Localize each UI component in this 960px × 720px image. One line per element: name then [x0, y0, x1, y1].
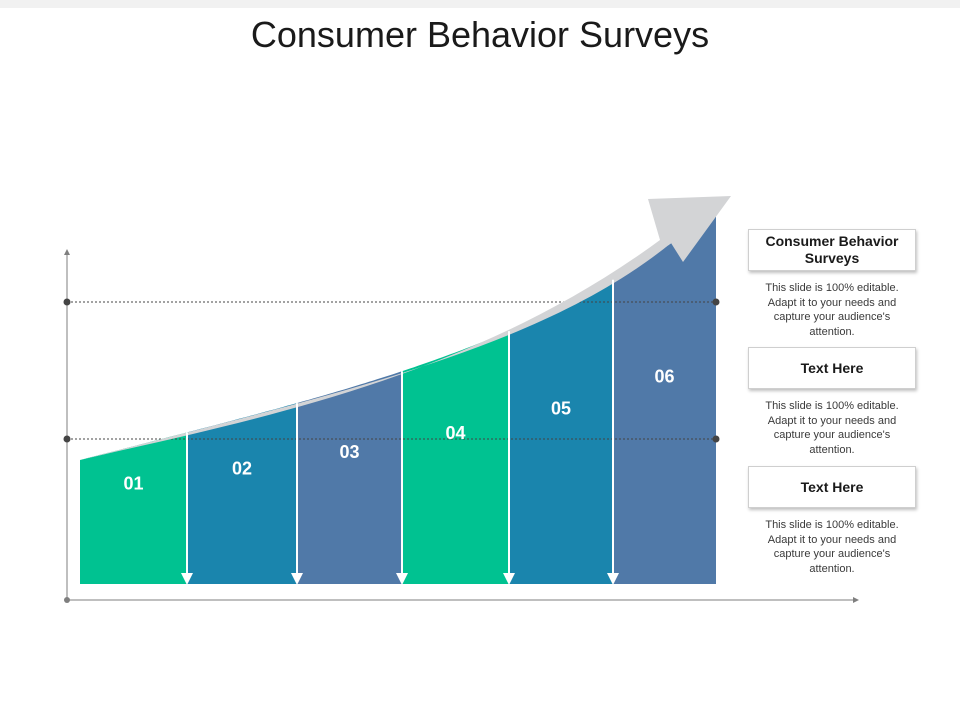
- segment-label-05: 05: [551, 399, 571, 419]
- segment-02: [187, 403, 297, 584]
- segment-05: [509, 279, 613, 584]
- segment-label-01: 01: [123, 474, 143, 494]
- info-text-3: This slide is 100% editable. Adapt it to…: [765, 519, 899, 575]
- info-box-2: Text Here: [748, 347, 916, 389]
- segment-label-06: 06: [654, 366, 674, 386]
- segment-06: [613, 210, 716, 584]
- segment-04: [402, 331, 509, 584]
- info-box-3: Text Here: [748, 466, 916, 508]
- info-box-1: Consumer Behavior Surveys: [748, 229, 916, 271]
- origin-dot: [64, 597, 70, 603]
- info-text-1: This slide is 100% editable. Adapt it to…: [765, 282, 899, 338]
- guide-dot: [63, 298, 71, 306]
- info-text-2: This slide is 100% editable. Adapt it to…: [765, 400, 899, 456]
- slide-title: Consumer Behavior Surveys: [250, 14, 710, 55]
- segment-label-02: 02: [232, 458, 252, 478]
- top-strip: [0, 0, 960, 8]
- guide-dot: [712, 435, 720, 443]
- guide-dot: [63, 435, 71, 443]
- segment-01: [80, 432, 187, 584]
- segment-03: [297, 371, 402, 584]
- segment-label-03: 03: [339, 442, 359, 462]
- guide-dot: [712, 298, 720, 306]
- segment-label-04: 04: [445, 423, 465, 443]
- growth-arrow: [80, 196, 731, 460]
